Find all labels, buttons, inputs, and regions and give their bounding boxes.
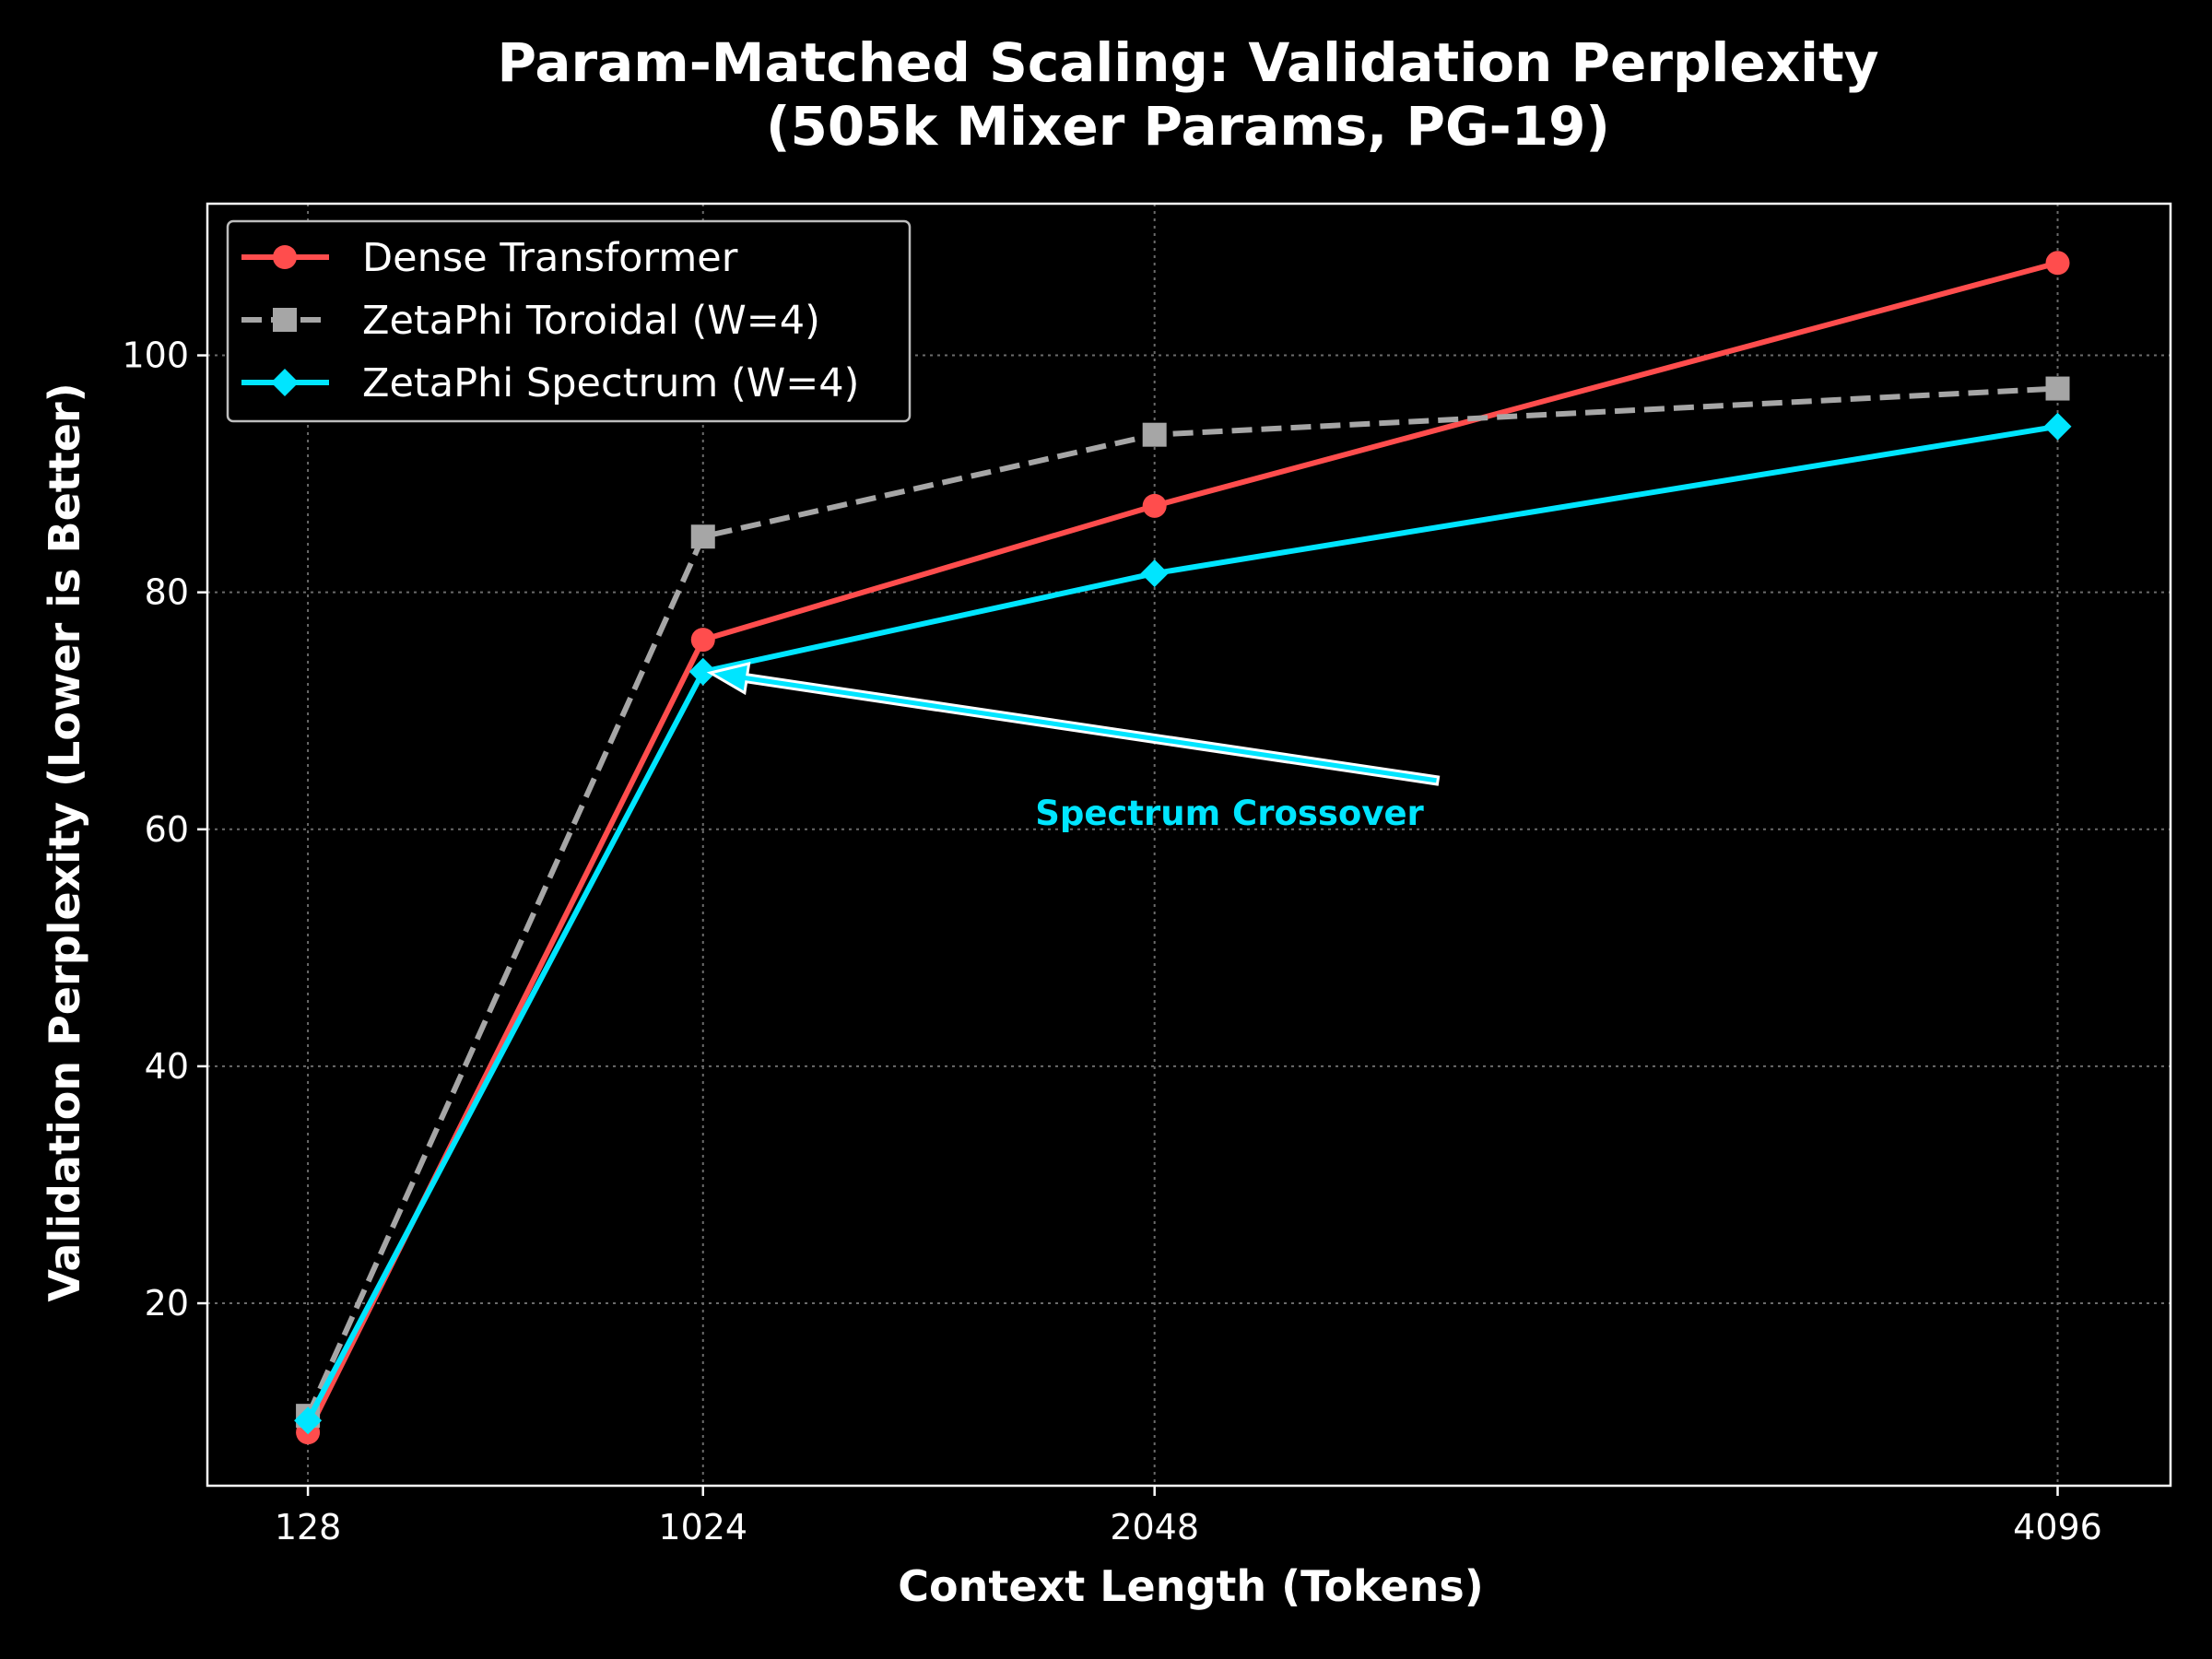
series-line — [305, 260, 2059, 1434]
series — [296, 251, 2070, 1445]
data-point — [1140, 559, 1169, 588]
chart-subtitle: (505k Mixer Params, PG-19) — [766, 95, 1610, 158]
annotation-text: Spectrum Crossover — [1035, 794, 1424, 833]
x-tick-label: 4096 — [2013, 1507, 2102, 1547]
annotation-arrow — [706, 662, 1441, 786]
legend: Dense Transformer ZetaPhi Toroidal (W=4) Z… — [226, 219, 912, 423]
series-line — [305, 423, 2059, 1422]
y-tick-label: 20 — [145, 1283, 189, 1324]
series — [294, 412, 2072, 1435]
legend-swatch-marker — [273, 308, 297, 332]
data-point — [2043, 412, 2072, 441]
plot-frame — [206, 202, 2172, 1488]
data-point — [690, 524, 715, 549]
data-point — [690, 628, 715, 653]
data-point — [688, 657, 717, 686]
annotation: Spectrum Crossover — [706, 662, 1441, 833]
x-tick-label: 2048 — [1110, 1507, 1199, 1547]
plot-area — [294, 251, 2072, 1445]
legend-swatch-marker — [273, 245, 297, 269]
legend-box — [226, 219, 912, 423]
series-line — [305, 385, 2058, 1418]
data-point — [2045, 376, 2070, 401]
x-axis-label: Context Length (Tokens) — [898, 1561, 1484, 1611]
legend-swatch-marker — [271, 369, 299, 396]
axis-ticks: 128 1024 2048 4096 20 40 60 80 100 — [122, 335, 2101, 1547]
legend-label: ZetaPhi Spectrum (W=4) — [362, 360, 859, 406]
chart-title: Param-Matched Scaling: Validation Perple… — [497, 31, 1878, 94]
y-tick-label: 60 — [145, 809, 189, 850]
data-point — [1142, 493, 1167, 518]
data-point — [2045, 251, 2070, 276]
legend-label: Dense Transformer — [362, 235, 738, 281]
y-tick-label: 100 — [122, 335, 189, 376]
legend-label: ZetaPhi Toroidal (W=4) — [362, 298, 820, 344]
y-tick-label: 80 — [145, 572, 189, 613]
x-tick-label: 128 — [275, 1507, 342, 1547]
data-point — [294, 1406, 323, 1435]
y-axis-label: Validation Perplexity (Lower is Better) — [40, 382, 89, 1301]
y-tick-label: 40 — [145, 1046, 189, 1087]
x-tick-label: 1024 — [658, 1507, 747, 1547]
data-point — [1142, 422, 1167, 447]
